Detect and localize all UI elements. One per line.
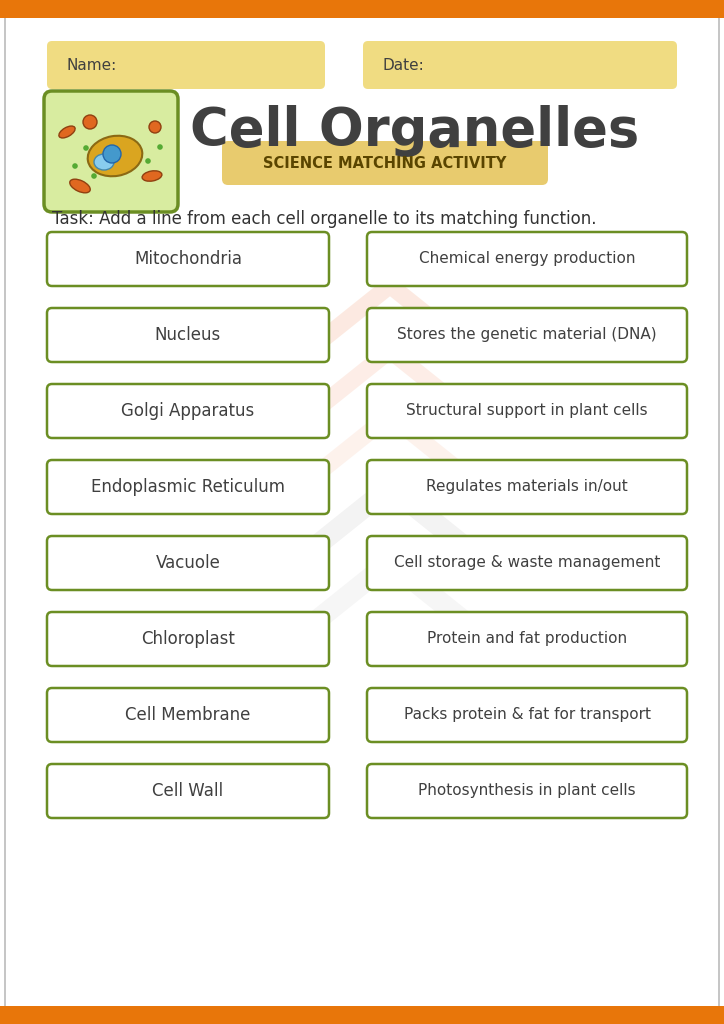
Polygon shape [280, 549, 500, 644]
Text: SCIENCE MATCHING ACTIVITY: SCIENCE MATCHING ACTIVITY [264, 156, 507, 171]
FancyBboxPatch shape [0, 1006, 724, 1024]
Ellipse shape [94, 154, 114, 170]
Text: Golgi Apparatus: Golgi Apparatus [122, 402, 255, 420]
Polygon shape [300, 340, 480, 418]
Text: Vacuole: Vacuole [156, 554, 220, 572]
Text: Protein and fat production: Protein and fat production [427, 632, 627, 646]
FancyBboxPatch shape [367, 764, 687, 818]
Text: Nucleus: Nucleus [155, 326, 221, 344]
FancyBboxPatch shape [44, 91, 178, 212]
Text: Endoplasmic Reticulum: Endoplasmic Reticulum [91, 478, 285, 496]
Text: Task: Add a line from each cell organelle to its matching function.: Task: Add a line from each cell organell… [52, 210, 597, 228]
FancyBboxPatch shape [367, 308, 687, 362]
Text: Mitochondria: Mitochondria [134, 250, 242, 268]
Text: Name:: Name: [67, 57, 117, 73]
FancyBboxPatch shape [367, 232, 687, 286]
Text: Date:: Date: [383, 57, 425, 73]
Circle shape [72, 163, 77, 169]
FancyBboxPatch shape [47, 688, 329, 742]
FancyBboxPatch shape [367, 384, 687, 438]
Ellipse shape [142, 171, 162, 181]
FancyBboxPatch shape [367, 612, 687, 666]
Text: Structural support in plant cells: Structural support in plant cells [406, 403, 648, 419]
FancyBboxPatch shape [367, 460, 687, 514]
Circle shape [103, 145, 121, 163]
Circle shape [149, 121, 161, 133]
FancyBboxPatch shape [47, 384, 329, 438]
Text: Photosynthesis in plant cells: Photosynthesis in plant cells [418, 783, 636, 799]
FancyBboxPatch shape [0, 0, 724, 18]
FancyBboxPatch shape [222, 141, 548, 185]
Circle shape [91, 173, 97, 179]
FancyBboxPatch shape [47, 460, 329, 514]
FancyBboxPatch shape [47, 41, 325, 89]
Text: Cell Membrane: Cell Membrane [125, 706, 251, 724]
Ellipse shape [70, 179, 90, 193]
FancyBboxPatch shape [363, 41, 677, 89]
Text: Packs protein & fat for transport: Packs protein & fat for transport [403, 708, 650, 723]
FancyBboxPatch shape [47, 232, 329, 286]
Text: Stores the genetic material (DNA): Stores the genetic material (DNA) [397, 328, 657, 342]
Ellipse shape [88, 136, 143, 176]
FancyBboxPatch shape [367, 688, 687, 742]
Text: Cell storage & waste management: Cell storage & waste management [394, 555, 660, 570]
Polygon shape [300, 274, 480, 352]
Text: Regulates materials in/out: Regulates materials in/out [426, 479, 628, 495]
Circle shape [157, 144, 163, 150]
Text: Cell Organelles: Cell Organelles [190, 105, 639, 157]
Ellipse shape [59, 126, 75, 138]
Text: Cell Wall: Cell Wall [153, 782, 224, 800]
FancyBboxPatch shape [47, 536, 329, 590]
Polygon shape [280, 473, 500, 568]
Circle shape [83, 115, 97, 129]
Circle shape [146, 158, 151, 164]
Polygon shape [300, 404, 480, 482]
Text: Chemical energy production: Chemical energy production [418, 252, 635, 266]
Text: Chloroplast: Chloroplast [141, 630, 235, 648]
FancyBboxPatch shape [47, 308, 329, 362]
FancyBboxPatch shape [47, 764, 329, 818]
FancyBboxPatch shape [367, 536, 687, 590]
FancyBboxPatch shape [47, 612, 329, 666]
Circle shape [83, 145, 89, 151]
